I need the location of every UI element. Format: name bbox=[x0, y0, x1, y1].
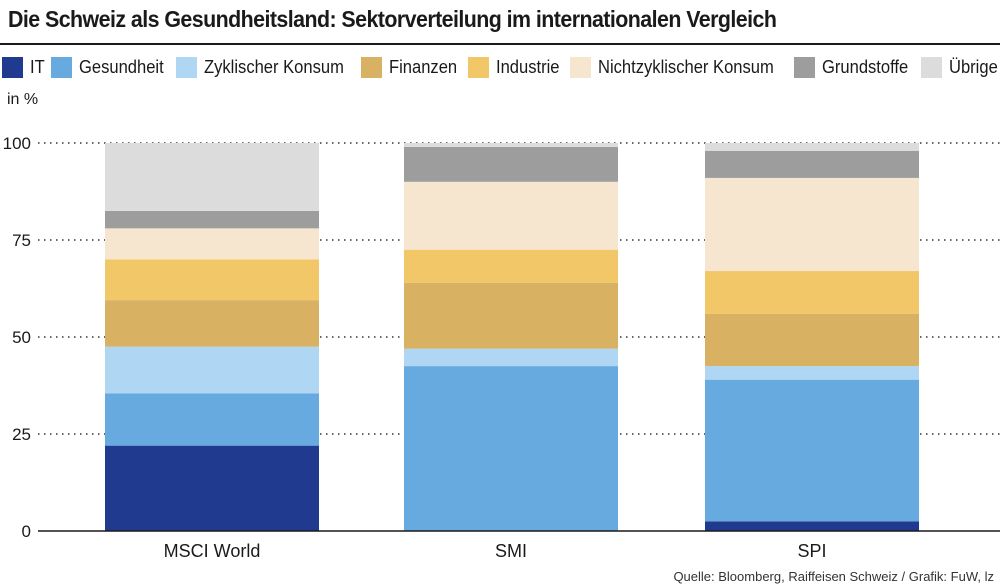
bar-segment-smi-7 bbox=[404, 143, 618, 147]
bar-segment-smi-2 bbox=[404, 348, 618, 367]
legend-label-uebrige: Übrige bbox=[949, 56, 998, 77]
legend-item-grundstoffe: Grundstoffe bbox=[794, 56, 910, 78]
legend-item-industrie: Industrie bbox=[468, 56, 560, 78]
bar-segment-spi-0 bbox=[705, 521, 919, 531]
legend-item-gesundheit: Gesundheit bbox=[51, 56, 165, 78]
y-tick-label-100: 100 bbox=[3, 134, 31, 153]
legend-swatch-finanzen bbox=[361, 56, 383, 78]
bar-segment-spi-1 bbox=[705, 379, 919, 522]
y-tick-label-25: 25 bbox=[12, 425, 31, 444]
bar-segment-msci-world-5 bbox=[105, 228, 319, 260]
bar-segment-msci-world-1 bbox=[105, 393, 319, 446]
legend-item-finanzen: Finanzen bbox=[361, 56, 458, 78]
bar-segment-smi-6 bbox=[404, 146, 618, 182]
legend-label-finanzen: Finanzen bbox=[389, 56, 458, 77]
bar-segment-spi-4 bbox=[705, 271, 919, 314]
bar-segment-smi-3 bbox=[404, 282, 618, 349]
y-tick-label-75: 75 bbox=[12, 231, 31, 250]
legend-item-it: IT bbox=[2, 56, 45, 78]
x-tick-label-msci-world: MSCI World bbox=[164, 541, 261, 561]
bar-segment-spi-5 bbox=[705, 177, 919, 272]
bar-segment-msci-world-2 bbox=[105, 346, 319, 394]
bar-segment-smi-4 bbox=[404, 249, 618, 283]
legend-swatch-uebrige bbox=[921, 56, 943, 78]
legend-swatch-grundstoffe bbox=[794, 56, 816, 78]
legend-label-it: IT bbox=[30, 56, 45, 77]
x-tick-label-smi: SMI bbox=[495, 541, 527, 561]
legend-swatch-zyklischer-konsum bbox=[176, 56, 198, 78]
legend-swatch-industrie bbox=[468, 56, 490, 78]
bar-segment-msci-world-0 bbox=[105, 445, 319, 531]
chart-title: Die Schweiz als Gesundheitsland: Sektorv… bbox=[8, 6, 777, 32]
bar-segment-spi-3 bbox=[705, 313, 919, 367]
y-axis-unit-label: in % bbox=[7, 91, 39, 108]
bar-segment-msci-world-7 bbox=[105, 143, 319, 211]
legend-swatch-nichtzyklischer-konsum bbox=[570, 56, 592, 78]
bar-segment-spi-2 bbox=[705, 366, 919, 380]
bar-segment-spi-6 bbox=[705, 150, 919, 178]
legend: IT Gesundheit Zyklischer Konsum Finanzen… bbox=[2, 54, 1000, 80]
bar-segment-msci-world-3 bbox=[105, 300, 319, 347]
bar-segment-smi-5 bbox=[404, 181, 618, 250]
legend-label-gesundheit: Gesundheit bbox=[79, 56, 164, 77]
legend-swatch-gesundheit bbox=[51, 56, 72, 78]
bar-segment-msci-world-6 bbox=[105, 210, 319, 229]
legend-label-industrie: Industrie bbox=[496, 56, 560, 77]
legend-label-nichtzyklischer-konsum: Nichtzyklischer Konsum bbox=[598, 56, 775, 77]
legend-label-zyklischer-konsum: Zyklischer Konsum bbox=[204, 56, 344, 77]
legend-item-zyklischer-konsum: Zyklischer Konsum bbox=[176, 56, 350, 78]
title-rule bbox=[0, 43, 1000, 45]
x-tick-label-spi: SPI bbox=[797, 541, 826, 561]
y-tick-label-0: 0 bbox=[22, 522, 31, 541]
bar-segment-spi-7 bbox=[705, 143, 919, 151]
legend-item-uebrige: Übrige bbox=[921, 56, 998, 78]
legend-label-grundstoffe: Grundstoffe bbox=[822, 56, 909, 77]
source-note: Quelle: Bloomberg, Raiffeisen Schweiz / … bbox=[673, 569, 994, 584]
legend-swatch-it bbox=[2, 56, 23, 78]
bar-segment-smi-1 bbox=[404, 366, 618, 531]
bar-segment-msci-world-4 bbox=[105, 259, 319, 301]
y-tick-label-50: 50 bbox=[12, 328, 31, 347]
legend-item-nichtzyklischer-konsum: Nichtzyklischer Konsum bbox=[570, 56, 783, 78]
